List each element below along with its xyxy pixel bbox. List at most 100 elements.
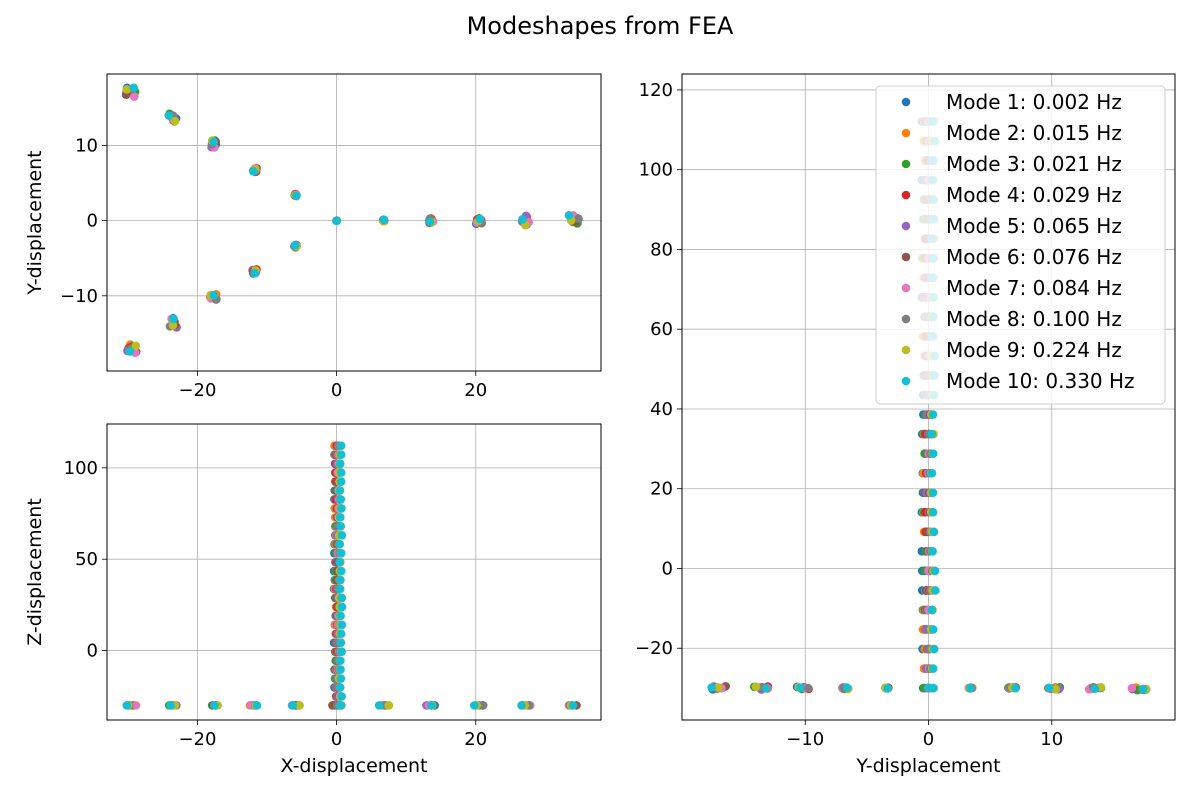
data-point — [761, 684, 771, 693]
data-point — [928, 449, 938, 458]
legend-item: Mode 2: 0.015 Hz — [901, 121, 1122, 145]
data-point — [292, 191, 301, 201]
data-point — [131, 701, 141, 710]
legend-label: Mode 6: 0.076 Hz — [946, 245, 1122, 269]
legend-item: Mode 7: 0.084 Hz — [901, 276, 1122, 300]
y-tick-label: −10 — [60, 286, 98, 307]
legend-item: Mode 10: 0.330 Hz — [901, 369, 1135, 393]
data-point — [927, 605, 937, 615]
data-point — [1090, 684, 1100, 694]
data-point — [166, 701, 175, 710]
data-point — [707, 683, 716, 692]
legend-marker — [901, 283, 911, 293]
data-point — [336, 638, 346, 648]
data-point — [170, 116, 180, 126]
data-point — [336, 441, 346, 451]
data-point — [336, 629, 346, 639]
data-point — [1138, 684, 1148, 694]
data-point — [384, 701, 394, 710]
data-point — [337, 530, 347, 540]
data-point — [168, 321, 178, 330]
legend-item: Mode 6: 0.076 Hz — [901, 245, 1122, 269]
data-point — [568, 701, 578, 710]
legend-box — [875, 85, 1166, 405]
legend-label: Mode 5: 0.065 Hz — [946, 214, 1122, 238]
data-point — [122, 85, 131, 94]
x-axis-label: X-displacement — [281, 755, 428, 777]
data-point — [335, 459, 345, 468]
data-point — [209, 290, 218, 300]
data-point — [210, 701, 219, 710]
data-point — [928, 488, 938, 498]
data-point — [930, 566, 940, 576]
data-point — [427, 701, 436, 710]
x-tick-label: 0 — [331, 380, 342, 401]
data-point — [337, 602, 347, 612]
data-point — [125, 347, 134, 356]
y-axis-label: Z-displacement — [24, 498, 46, 646]
data-point — [931, 586, 940, 595]
legend-item: Mode 5: 0.065 Hz — [901, 214, 1122, 238]
data-point — [295, 701, 304, 710]
data-point — [337, 504, 346, 513]
legend-marker — [901, 345, 911, 355]
data-point — [337, 692, 346, 701]
y-tick-label: 20 — [650, 479, 673, 500]
data-point — [928, 410, 938, 419]
x-tick-label: −10 — [786, 729, 824, 750]
x-tick-label: 0 — [923, 729, 934, 750]
data-point — [335, 486, 345, 495]
data-point — [883, 684, 893, 693]
figure-title: Modeshapes from FEA — [466, 12, 734, 40]
x-tick-label: 20 — [464, 729, 487, 750]
data-point — [517, 701, 526, 710]
data-point — [929, 683, 938, 693]
data-point — [130, 92, 139, 101]
data-point — [803, 683, 813, 693]
data-point — [966, 683, 975, 693]
data-point — [928, 625, 938, 634]
data-point — [470, 701, 479, 710]
data-point — [335, 557, 344, 567]
legend-item: Mode 9: 0.224 Hz — [901, 338, 1122, 362]
data-point — [209, 137, 219, 147]
data-point — [929, 644, 939, 654]
data-point — [425, 217, 435, 227]
y-tick-label: −20 — [635, 638, 673, 659]
data-point — [929, 527, 939, 537]
data-point — [337, 620, 347, 630]
legend-marker — [901, 252, 911, 262]
data-point — [131, 341, 141, 351]
data-point — [927, 429, 937, 439]
data-point — [335, 683, 345, 692]
axes-xy: −20 0 20 −10 0 10 Y-displacement — [24, 73, 602, 401]
data-point — [122, 701, 132, 710]
axes-frame — [106, 73, 602, 372]
data-point — [336, 611, 345, 621]
data-point — [169, 314, 178, 324]
y-tick-label: 120 — [639, 80, 673, 101]
x-tick-label: 20 — [464, 380, 487, 401]
legend-label: Mode 4: 0.029 Hz — [946, 183, 1122, 207]
y-tick-label: 40 — [650, 399, 673, 420]
x-tick-label: −20 — [178, 380, 216, 401]
data-point — [335, 584, 345, 594]
data-point — [332, 216, 341, 225]
data-point — [337, 647, 346, 656]
data-point — [1044, 683, 1054, 693]
data-point — [336, 665, 345, 674]
y-tick-label: 0 — [87, 641, 98, 662]
data-point — [574, 214, 583, 223]
legend-label: Mode 8: 0.100 Hz — [946, 307, 1122, 331]
legend-marker — [901, 97, 911, 107]
legend-label: Mode 10: 0.330 Hz — [946, 369, 1135, 393]
x-tick-label: 10 — [1040, 729, 1063, 750]
data-point — [164, 111, 174, 120]
data-point — [336, 701, 345, 710]
data-point — [336, 468, 346, 477]
data-point — [336, 522, 345, 531]
data-point — [335, 539, 344, 549]
data-point — [1011, 683, 1020, 693]
data-point — [475, 214, 485, 224]
data-point — [336, 477, 346, 486]
